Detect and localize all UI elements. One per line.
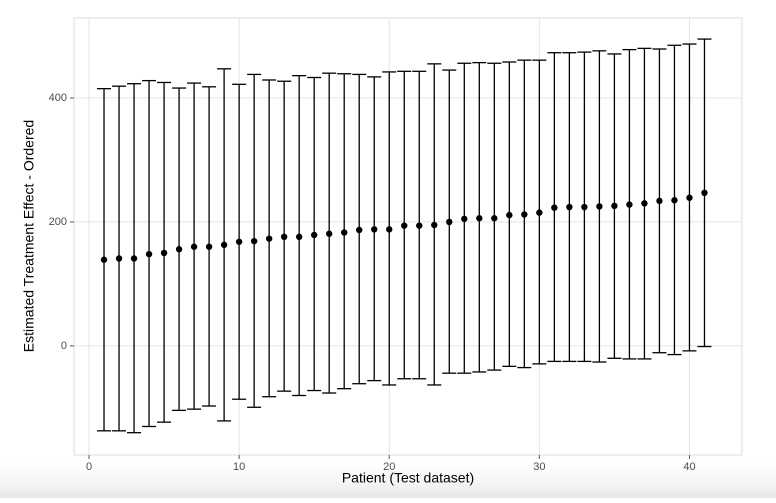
point	[626, 201, 633, 208]
y-tick-label: 0	[61, 340, 67, 352]
point	[506, 211, 513, 219]
point	[686, 194, 693, 201]
point	[205, 243, 213, 250]
y-axis-label: Estimated Treatment Effect - Ordered	[21, 120, 37, 352]
point	[581, 203, 588, 211]
point	[220, 241, 228, 249]
point	[280, 233, 288, 241]
point	[566, 203, 573, 211]
point	[160, 249, 168, 257]
point	[596, 203, 603, 210]
point	[461, 215, 468, 223]
point	[431, 221, 438, 229]
point	[536, 209, 543, 216]
point	[701, 189, 708, 196]
point	[175, 246, 183, 253]
point	[401, 222, 408, 229]
x-tick-label: 40	[683, 461, 695, 473]
panel	[73, 17, 743, 456]
point	[265, 235, 273, 242]
point	[386, 226, 393, 233]
point	[371, 226, 378, 233]
bottom-shade	[0, 455, 776, 498]
x-tick-label: 10	[233, 461, 245, 473]
point	[611, 202, 618, 210]
point	[341, 229, 348, 236]
point	[356, 226, 363, 234]
y-tick-label: 400	[49, 92, 67, 104]
y-tick-label: 200	[49, 216, 67, 228]
point	[115, 255, 123, 262]
point	[476, 215, 483, 222]
point	[235, 238, 243, 245]
x-axis-label: Patient (Test dataset)	[342, 470, 474, 486]
x-tick-label: 30	[533, 461, 545, 473]
point	[416, 222, 423, 229]
point	[446, 218, 453, 226]
marks	[97, 38, 712, 434]
point	[250, 237, 258, 245]
point	[190, 243, 198, 250]
point	[491, 215, 498, 222]
point	[521, 211, 528, 218]
point	[656, 197, 663, 205]
point	[145, 250, 153, 258]
point	[325, 230, 333, 237]
point	[641, 200, 648, 207]
point	[100, 256, 108, 263]
point	[130, 255, 138, 262]
x-tick-label: 20	[383, 461, 395, 473]
x-tick-label: 0	[86, 461, 92, 473]
point	[671, 197, 678, 204]
point	[295, 233, 303, 241]
point	[551, 204, 558, 211]
point	[310, 231, 318, 239]
